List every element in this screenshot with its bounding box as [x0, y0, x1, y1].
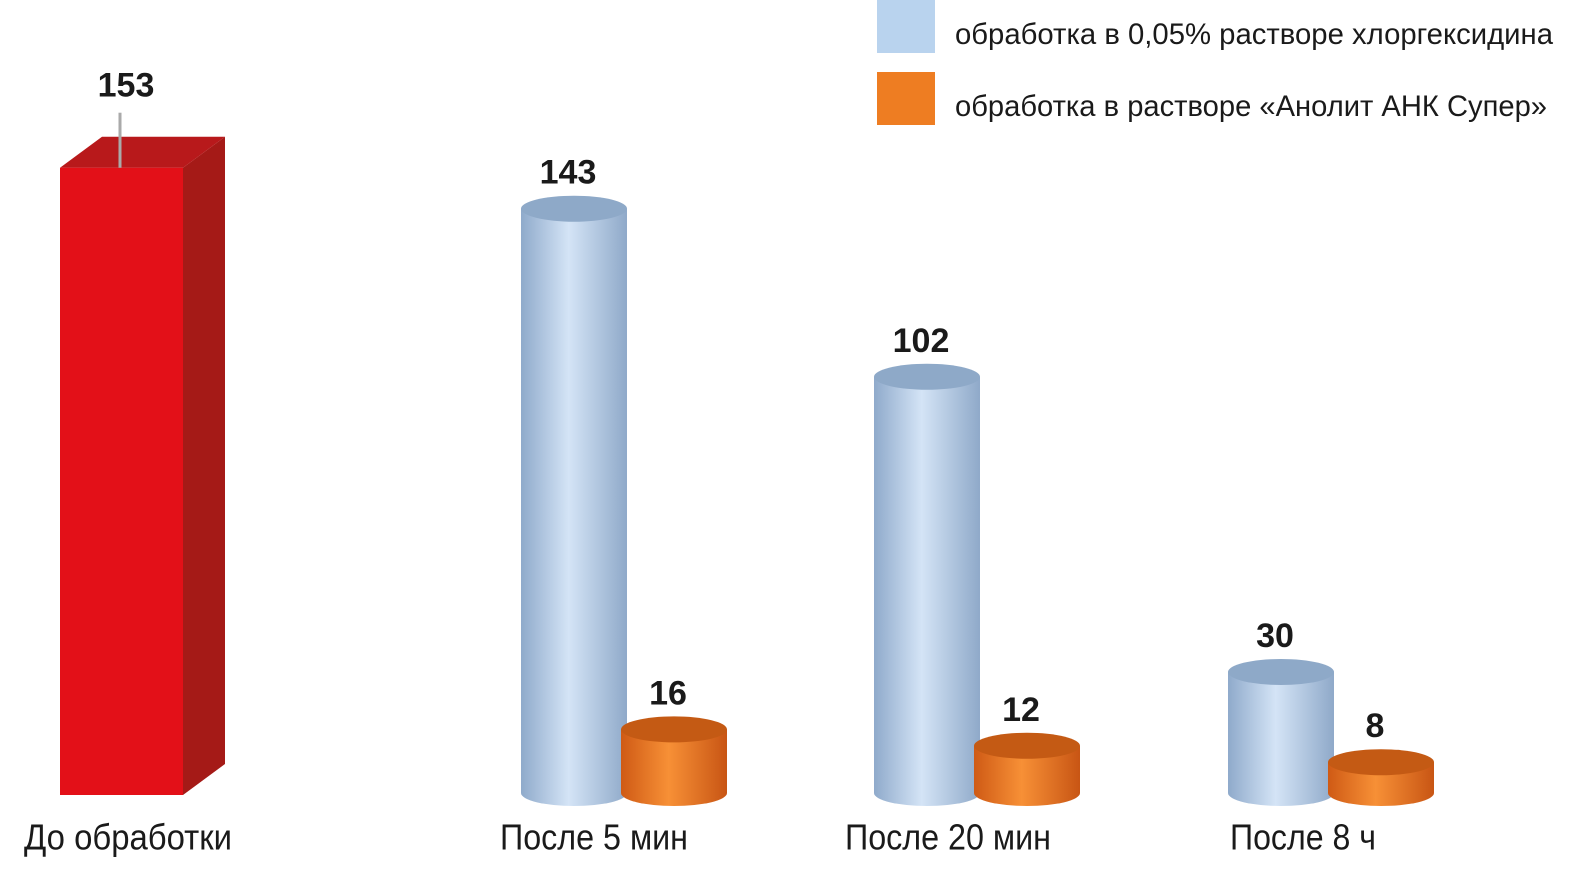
x-tick-label: После 20 мин — [845, 817, 1051, 858]
bar — [60, 167, 183, 795]
legend-swatch — [877, 0, 935, 53]
bar-side — [183, 136, 225, 795]
bar — [521, 208, 627, 793]
value-label: 30 — [1256, 617, 1294, 655]
cylinder-top — [1228, 659, 1334, 685]
legend-swatch — [877, 72, 935, 125]
cylinder-top — [974, 732, 1080, 759]
bar — [874, 376, 980, 793]
legend-label: обработка в 0,05% растворе хлоргексидина — [955, 18, 1553, 51]
value-label: 8 — [1366, 707, 1385, 745]
cylinder-top — [874, 363, 980, 390]
bar-top — [60, 136, 225, 168]
value-label: 102 — [893, 322, 950, 360]
cylinder-top — [521, 195, 627, 222]
value-label: 143 — [540, 154, 597, 192]
cylinder-top — [1328, 749, 1434, 776]
cylinder-top — [621, 716, 727, 743]
value-label: 153 — [98, 67, 155, 105]
x-tick-label: После 5 мин — [500, 817, 688, 858]
legend-label: обработка в растворе «Анолит АНК Супер» — [955, 90, 1547, 123]
x-tick-label: После 8 ч — [1230, 817, 1376, 858]
x-tick-label: До обработки — [24, 817, 232, 858]
bar — [1228, 672, 1334, 793]
value-label: 16 — [649, 674, 687, 712]
value-label: 12 — [1002, 691, 1040, 729]
